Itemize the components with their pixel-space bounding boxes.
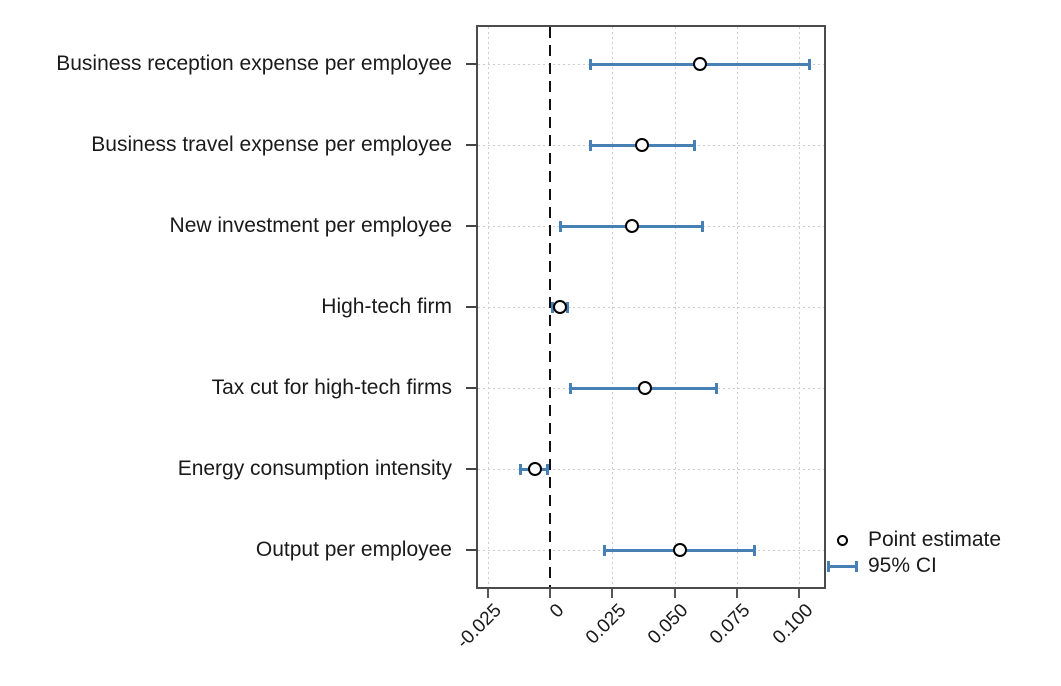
ci-cap-right <box>715 382 719 394</box>
category-label: Tax cut for high-tech firms <box>211 376 452 399</box>
ci-cap-right <box>752 544 756 556</box>
legend-icon-box <box>826 560 858 572</box>
x-tick-label: 0.100 <box>768 600 817 649</box>
y-tick <box>466 63 478 65</box>
point-estimate-marker <box>692 57 707 71</box>
ci-cap-right <box>700 220 704 232</box>
y-tick <box>466 306 478 308</box>
gridline-vertical <box>674 27 676 587</box>
legend-icon-box <box>826 534 858 546</box>
x-tick <box>735 589 738 598</box>
category-label: High-tech firm <box>321 295 452 318</box>
point-estimate-marker <box>625 219 640 233</box>
x-tick <box>486 589 489 598</box>
point-estimate-marker <box>637 381 652 395</box>
x-tick <box>673 589 676 598</box>
point-estimate-marker <box>528 462 543 476</box>
ci-cap-right <box>807 58 811 70</box>
x-tick <box>549 589 552 598</box>
ci-cap-left <box>558 220 562 232</box>
ci-cap-left <box>588 58 592 70</box>
ci-cap-right <box>693 139 697 151</box>
x-tick-label: 0.050 <box>644 600 693 649</box>
point-estimate-marker <box>553 300 568 314</box>
gridline-horizontal <box>478 469 824 470</box>
gridline-vertical <box>487 27 489 587</box>
point-estimate-marker <box>672 543 687 557</box>
legend-label-point-estimate: Point estimate <box>868 528 1002 551</box>
legend: Point estimate 95% CI <box>826 527 1001 579</box>
y-tick <box>466 468 478 470</box>
zero-reference-line <box>549 27 552 587</box>
gridline-vertical <box>736 27 738 587</box>
y-tick <box>466 387 478 389</box>
category-label: Business reception expense per employee <box>56 52 452 75</box>
category-label: Energy consumption intensity <box>177 457 452 480</box>
errorbar-marker-icon <box>826 560 858 572</box>
y-tick <box>466 549 478 551</box>
category-label: New investment per employee <box>169 214 452 237</box>
ci-cap-right <box>546 463 550 475</box>
x-tick-label: -0.025 <box>452 600 506 653</box>
ci-cap-left <box>518 463 522 475</box>
x-tick-label: 0.075 <box>706 600 755 649</box>
x-tick <box>611 589 614 598</box>
plot-area <box>476 25 826 589</box>
legend-entry-point-estimate: Point estimate <box>826 527 1001 553</box>
legend-label-95ci: 95% CI <box>868 554 937 577</box>
gridline-horizontal <box>478 307 824 308</box>
open-circle-marker-icon <box>836 534 848 546</box>
ci-cap-left <box>551 301 555 313</box>
gridline-vertical <box>799 27 801 587</box>
y-tick <box>466 225 478 227</box>
ci-cap-left <box>603 544 607 556</box>
ci-cap-left <box>568 382 572 394</box>
category-label: Output per employee <box>255 538 452 561</box>
x-tick-label: 0.025 <box>581 600 631 649</box>
ci-cap-left <box>588 139 592 151</box>
ci-cap-right <box>566 301 570 313</box>
gridline-vertical <box>612 27 614 587</box>
legend-entry-95ci: 95% CI <box>826 553 1001 579</box>
point-estimate-marker <box>635 138 650 152</box>
category-label: Business travel expense per employee <box>91 133 452 156</box>
x-tick <box>798 589 801 598</box>
y-tick <box>466 144 478 146</box>
x-tick-label: 0 <box>545 600 569 623</box>
